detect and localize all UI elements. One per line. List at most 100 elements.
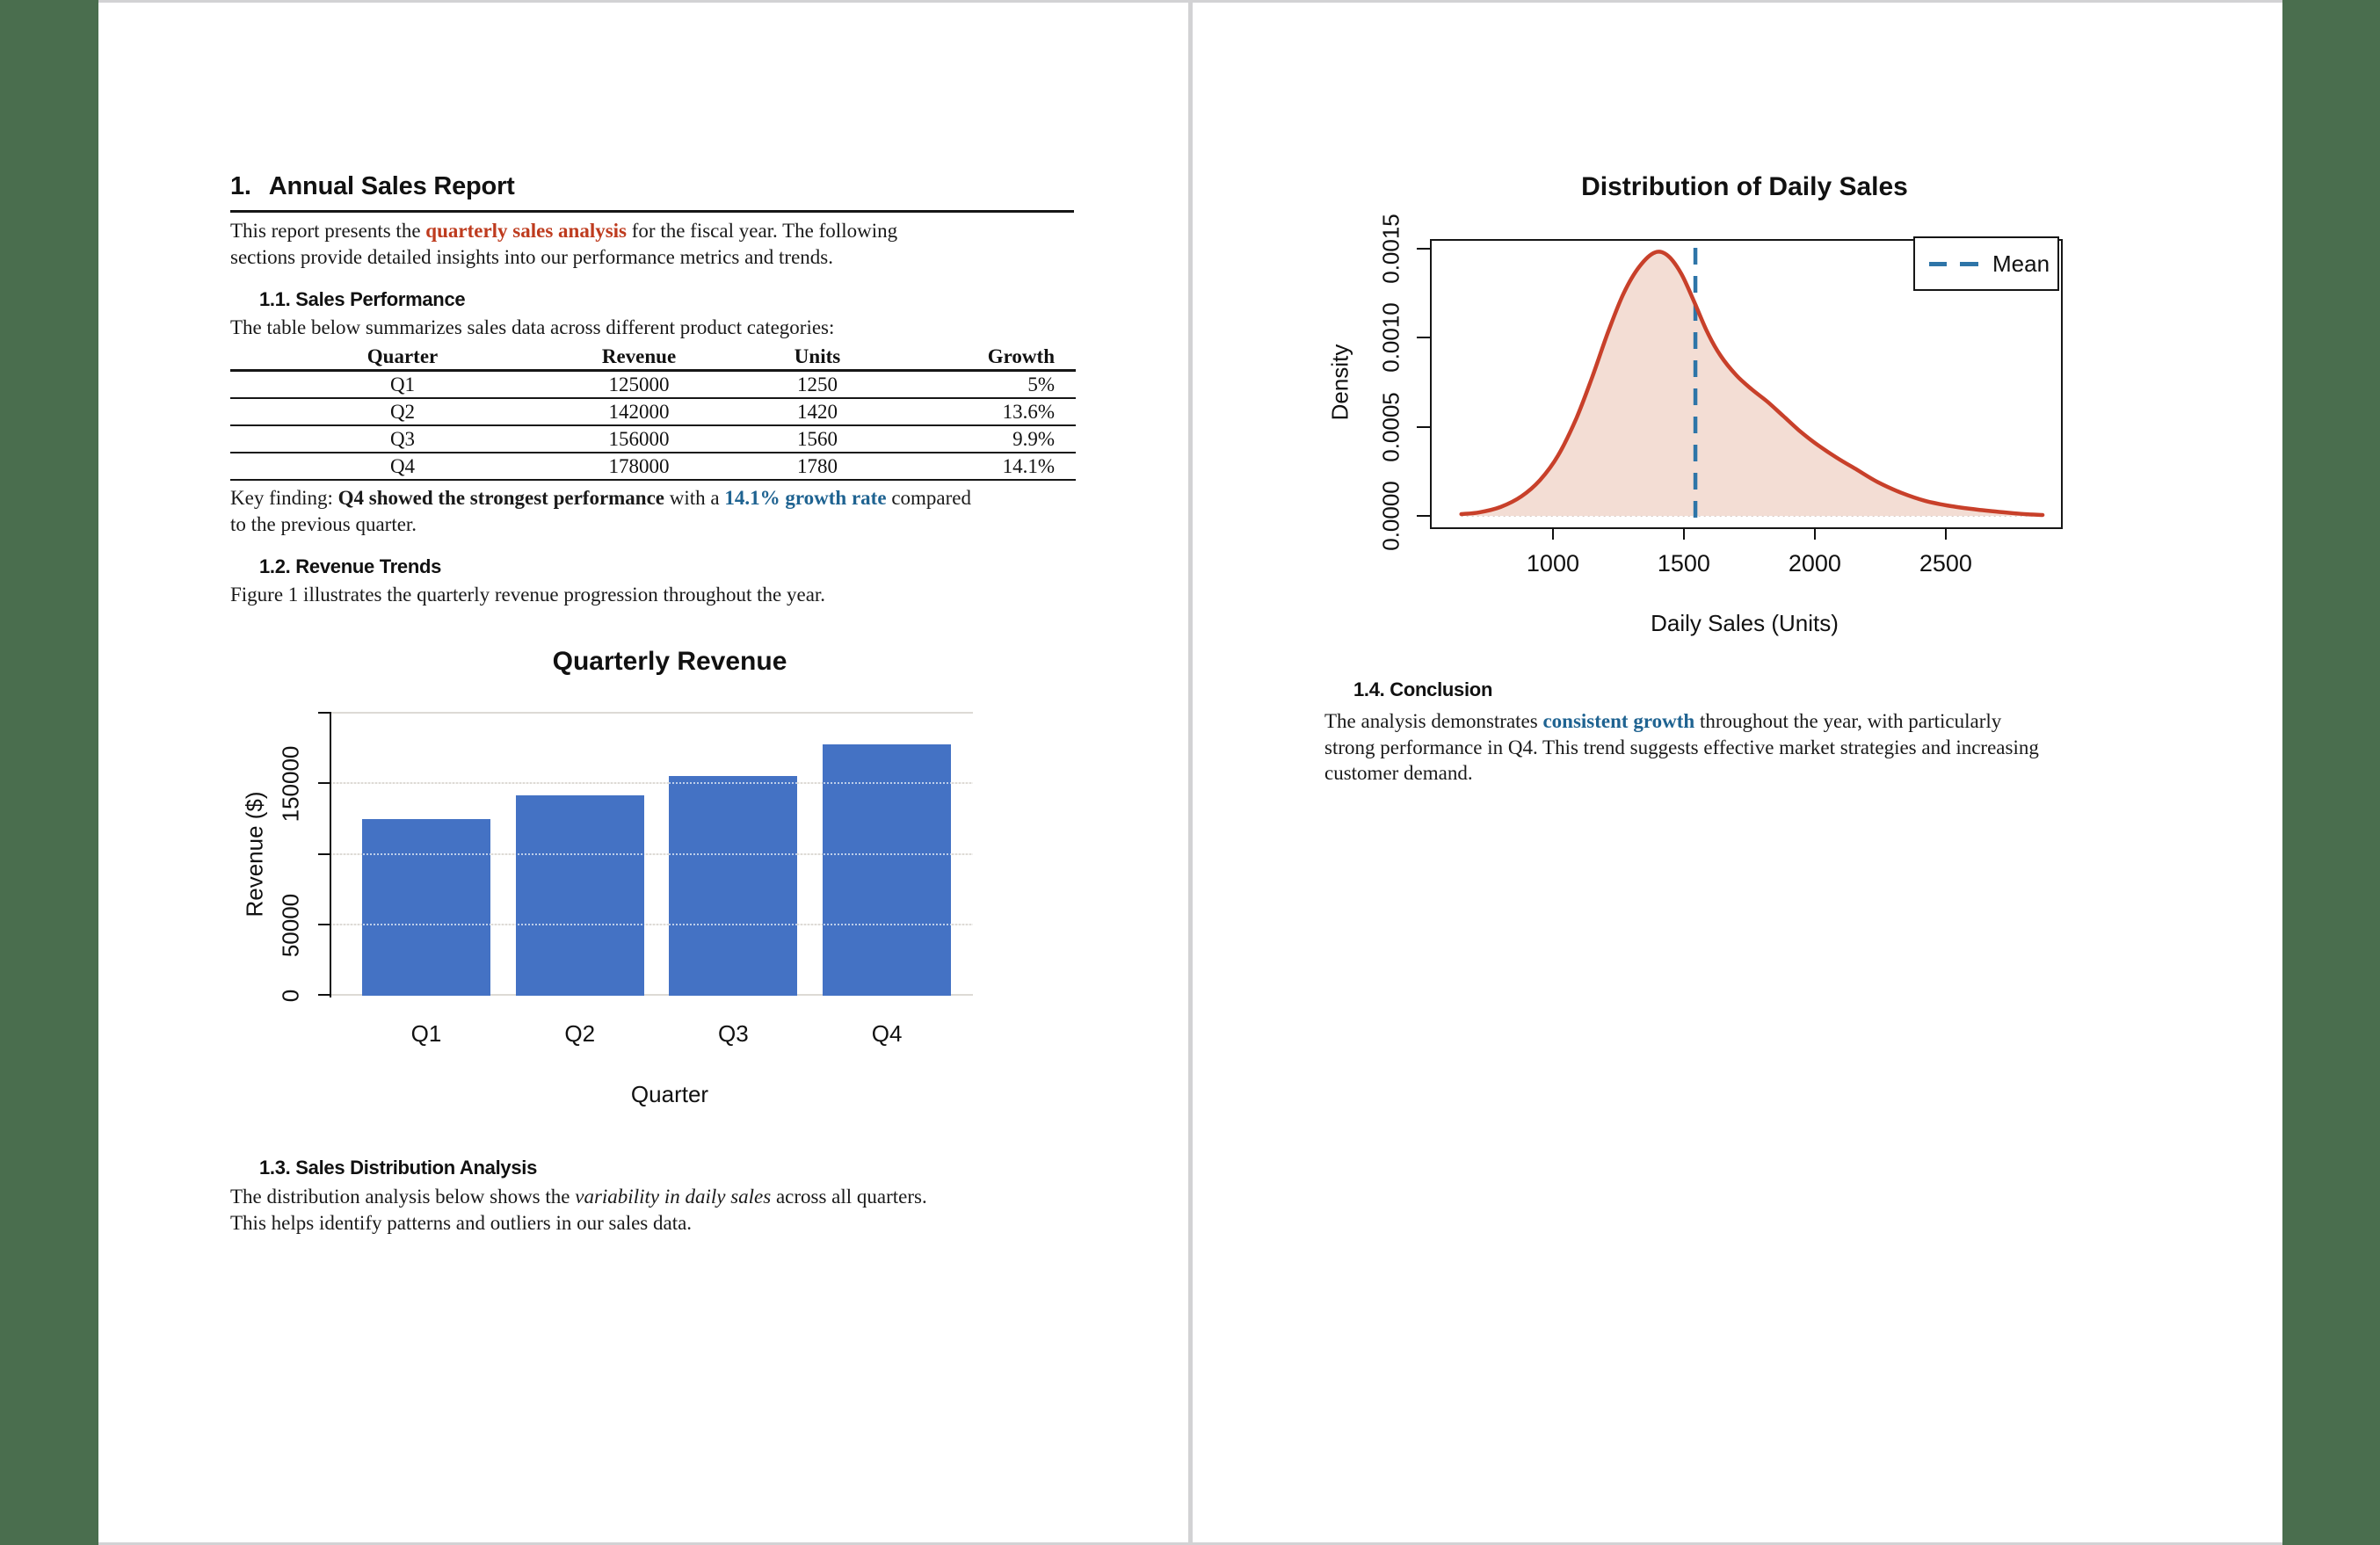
section-1-4-heading: 1.4. Conclusion: [1353, 678, 1493, 700]
gridline: [331, 994, 973, 996]
x-axis-tick-label: 2000: [1788, 550, 1841, 577]
y-axis-tick: [318, 782, 331, 785]
table-header-row: Quarter Revenue Units Growth: [230, 345, 1076, 372]
text-run: for the fiscal year. The following: [627, 220, 898, 242]
intro-paragraph: This report presents the quarterly sales…: [230, 218, 1136, 270]
x-axis-category-label: Q2: [564, 1020, 596, 1047]
column-header: Growth: [932, 345, 1076, 372]
report-heading: 1. Annual Sales Report: [230, 172, 1074, 213]
table-cell: Q1: [230, 370, 575, 399]
table-row: Q1 125000 1250 5%: [230, 370, 1076, 399]
density-chart-title: Distribution of Daily Sales: [1581, 172, 1908, 201]
x-axis-tick: [1944, 527, 1947, 540]
text-run: customer demand.: [1324, 762, 1473, 784]
table-cell: Q2: [230, 398, 575, 426]
table-cell: 14.1%: [932, 453, 1076, 481]
x-axis-tick: [1551, 527, 1554, 540]
revenue-bar: [823, 744, 952, 996]
table-row: Q3 156000 1560 9.9%: [230, 425, 1076, 453]
density-chart-legend: Mean: [1913, 236, 2059, 291]
table-cell: Q4: [230, 453, 575, 481]
text-run: with a: [664, 487, 725, 509]
text-run: This report presents the: [230, 220, 426, 242]
x-axis-category-label: Q1: [410, 1020, 442, 1047]
table-cell: 178000: [575, 453, 703, 481]
table-cell: 125000: [575, 370, 703, 399]
text-run: consistent growth: [1542, 710, 1695, 732]
y-axis-tick: [318, 923, 331, 925]
table-cell: 1560: [703, 425, 932, 453]
x-axis-tick: [1682, 527, 1685, 540]
heading-text: Annual Sales Report: [268, 172, 515, 200]
section-1-2-lead: Figure 1 illustrates the quarterly reven…: [230, 584, 826, 606]
y-axis-tick-label: 150000: [277, 745, 304, 823]
table-cell: 5%: [932, 370, 1076, 399]
mean-dashed-line-icon: [1929, 261, 1978, 266]
bar-chart-plot-area: 0 50000 150000 Q1 Q2 Q3 Q4: [278, 712, 973, 1047]
section-1-2-heading: 1.2. Revenue Trends: [259, 555, 442, 577]
revenue-bar: [515, 795, 644, 996]
text-run: The distribution analysis below shows th…: [230, 1186, 576, 1208]
revenue-bar: [669, 775, 798, 996]
table-cell: 13.6%: [932, 398, 1076, 426]
heading-number: 1.: [230, 172, 251, 200]
text-run: Key finding:: [230, 487, 338, 509]
document-page-1: 1. Annual Sales Report This report prese…: [98, 0, 1188, 1545]
table-cell: 1780: [703, 453, 932, 481]
text-run: across all quarters.: [771, 1186, 927, 1208]
x-axis-tick-label: 2500: [1919, 550, 1972, 577]
density-curve: [1459, 250, 2045, 518]
density-chart-x-axis-label: Daily Sales (Units): [1651, 610, 1839, 636]
table-cell: 9.9%: [932, 425, 1076, 453]
gridline-overlay: [331, 782, 973, 785]
y-axis-tick: [318, 852, 331, 855]
y-axis-tick-label: 0: [277, 989, 304, 1003]
table-cell: 156000: [575, 425, 703, 453]
table-cell: Q3: [230, 425, 575, 453]
gridline-overlay: [331, 852, 973, 855]
document-page-2: Distribution of Daily Sales 0.0000 0.0005…: [1193, 0, 2282, 1545]
sales-table: Quarter Revenue Units Growth Q1 125000 1250 5%…: [230, 345, 1076, 481]
x-axis-tick-label: 1000: [1526, 550, 1579, 577]
y-axis-tick-label: 0.0000: [1377, 481, 1404, 551]
text-run: The analysis demonstrates: [1324, 710, 1543, 732]
y-axis-tick-label: 0.0005: [1377, 391, 1404, 462]
y-axis-tick: [1417, 248, 1430, 250]
x-axis-category-label: Q3: [718, 1020, 749, 1047]
revenue-bar: [362, 819, 490, 996]
density-fill-area: [1461, 251, 2043, 516]
text-run: sections provide detailed insights into …: [230, 245, 833, 268]
text-run: variability in daily sales: [575, 1186, 772, 1208]
text-run: This helps identify patterns and outlier…: [230, 1211, 693, 1234]
sales-table-header: Quarter Revenue Units Growth: [230, 345, 1076, 372]
section-1-1-heading: 1.1. Sales Performance: [259, 288, 466, 310]
x-axis-category-label: Q4: [871, 1020, 903, 1047]
y-axis-tick-label: 0.0010: [1377, 302, 1404, 374]
table-cell: 142000: [575, 398, 703, 426]
gridline-overlay: [331, 923, 973, 925]
key-finding-paragraph: Key finding: Q4 showed the strongest per…: [230, 485, 1136, 537]
y-axis-tick: [1417, 425, 1430, 428]
text-run: 14.1% growth rate: [724, 487, 887, 509]
table-row: Q2 142000 1420 13.6%: [230, 398, 1076, 426]
text-run: throughout the year, with particularly: [1694, 710, 2002, 732]
density-curve-canvas: [1459, 248, 2045, 527]
section-1-3-heading: 1.3. Sales Distribution Analysis: [259, 1157, 538, 1179]
bar-chart-y-axis-label: Revenue ($): [241, 791, 268, 918]
y-axis-tick: [1417, 515, 1430, 517]
section-1-4-paragraph: The analysis demonstrates consistent gro…: [1324, 708, 2230, 787]
table-cell: 1420: [703, 398, 932, 426]
text-run: Q4 showed the strongest performance: [337, 487, 665, 509]
text-run: to the previous quarter.: [230, 512, 417, 535]
bar-chart-title: Quarterly Revenue: [552, 647, 787, 676]
table-row: Q4 178000 1780 14.1%: [230, 453, 1076, 481]
page-gap: [1188, 0, 1193, 1545]
x-axis-tick: [1813, 527, 1816, 540]
column-header: Quarter: [230, 345, 575, 372]
density-chart-y-axis-label: Density: [1326, 344, 1353, 421]
y-axis-line: [330, 714, 331, 997]
text-run: compared: [886, 487, 971, 509]
column-header: Units: [703, 345, 932, 372]
text-run: strong performance in Q4. This trend sug…: [1324, 736, 2039, 758]
